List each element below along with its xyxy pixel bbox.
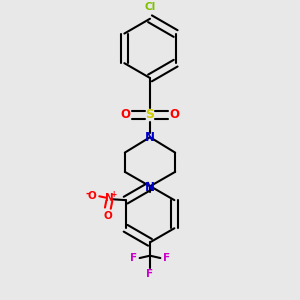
Text: +: +	[110, 190, 116, 199]
Text: O: O	[169, 109, 180, 122]
Text: N: N	[105, 193, 114, 203]
Text: O: O	[103, 211, 112, 220]
Text: -: -	[85, 188, 89, 198]
Text: Cl: Cl	[144, 2, 156, 13]
Text: N: N	[145, 181, 155, 194]
Text: O: O	[120, 109, 130, 122]
Text: F: F	[130, 253, 137, 263]
Text: O: O	[88, 191, 97, 201]
Text: F: F	[163, 253, 170, 263]
Text: N: N	[145, 131, 155, 144]
Text: F: F	[146, 269, 154, 279]
Text: S: S	[146, 109, 154, 122]
